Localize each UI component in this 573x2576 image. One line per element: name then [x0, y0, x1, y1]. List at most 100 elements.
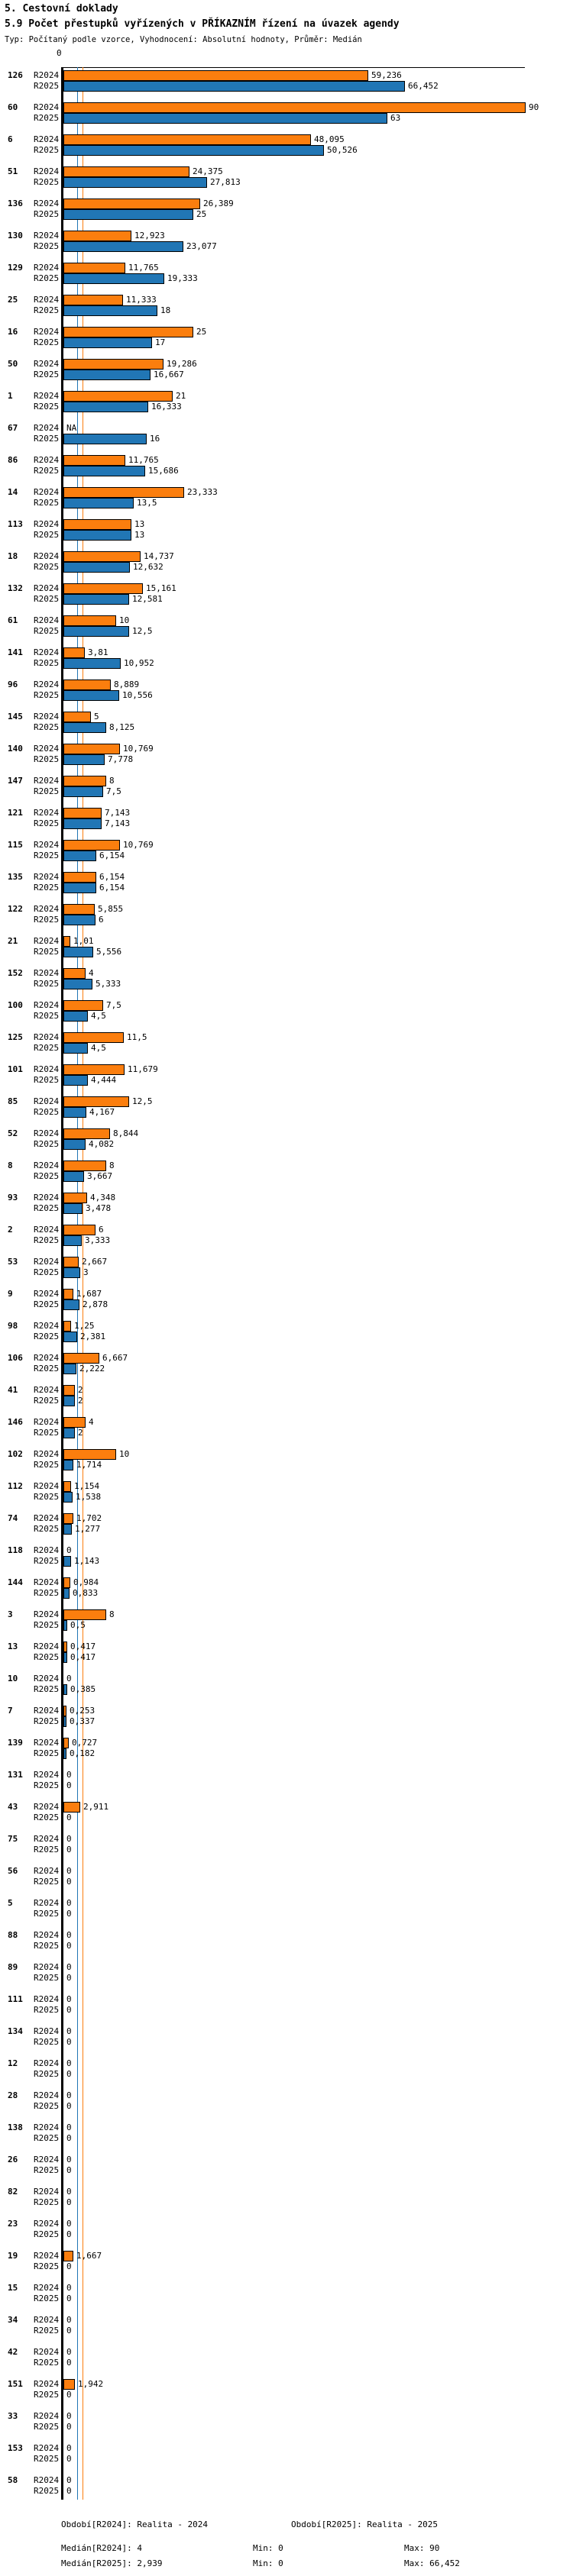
series-label: R2025 [34, 1492, 60, 1502]
value-label: 0 [66, 2422, 72, 2432]
bar-r2024 [63, 359, 163, 370]
bar-row-r2024: 34 R2024 0 [0, 2315, 573, 2326]
series-label: R2025 [34, 1556, 60, 1566]
bar-group: 118 R2024 0 R2025 1,143 [0, 1545, 573, 1577]
series-label: R2025 [34, 754, 60, 764]
bar-r2024 [63, 1417, 86, 1428]
group-number: 96 [8, 680, 18, 689]
group-number: 144 [8, 1577, 23, 1587]
bar-group: 129 R2024 11,765 R2025 19,333 [0, 263, 573, 295]
bar-r2025 [63, 818, 102, 829]
group-number: 61 [8, 615, 18, 625]
bar-row-r2025: R2025 3 [0, 1267, 573, 1278]
bar-row-r2025: R2025 23,077 [0, 241, 573, 252]
bar-group: 144 R2024 0,984 R2025 0,833 [0, 1577, 573, 1609]
series-label: R2024 [34, 295, 60, 305]
group-number: 151 [8, 2379, 23, 2389]
bar-row-r2025: R2025 5,333 [0, 979, 573, 989]
series-label: R2025 [34, 915, 60, 925]
bar-r2024 [63, 134, 311, 145]
series-label: R2024 [34, 808, 60, 818]
series-label: R2024 [34, 1770, 60, 1780]
series-label: R2025 [34, 1716, 60, 1726]
series-label: R2024 [34, 327, 60, 337]
bar-r2024 [63, 1385, 75, 1396]
group-number: 8 [8, 1160, 13, 1170]
period-r2024-label: Období[R2024]: Realita - 2024 [61, 2520, 209, 2529]
bar-row-r2025: R2025 0 [0, 2358, 573, 2368]
bar-group: 125 R2024 11,5 R2025 4,5 [0, 1032, 573, 1064]
bar-group: 33 R2024 0 R2025 0 [0, 2411, 573, 2443]
bar-row-r2025: R2025 2,878 [0, 1299, 573, 1310]
value-label: 3 [83, 1267, 89, 1277]
bar-row-r2024: 75 R2024 0 [0, 1834, 573, 1845]
bar-row-r2025: R2025 2,381 [0, 1332, 573, 1342]
bar-row-r2024: 33 R2024 0 [0, 2411, 573, 2422]
bar-group: 28 R2024 0 R2025 0 [0, 2090, 573, 2122]
bar-r2025 [63, 209, 193, 220]
series-label: R2024 [34, 936, 60, 946]
group-number: 89 [8, 1962, 18, 1972]
group-number: 122 [8, 904, 23, 914]
series-label: R2024 [34, 1449, 60, 1459]
value-label: 2,667 [82, 1257, 108, 1267]
bar-row-r2024: 122 R2024 5,855 [0, 904, 573, 915]
series-label: R2025 [34, 530, 60, 540]
series-label: R2025 [34, 305, 60, 315]
series-label: R2024 [34, 391, 60, 401]
bar-row-r2024: 19 R2024 1,667 [0, 2251, 573, 2261]
group-number: 34 [8, 2315, 18, 2325]
bar-r2025 [63, 786, 103, 797]
value-label: 1,667 [76, 2251, 102, 2261]
bar-row-r2025: R2025 0 [0, 1941, 573, 1951]
bar-r2024 [63, 1128, 110, 1139]
series-label: R2024 [34, 2283, 60, 2293]
bar-group: 34 R2024 0 R2025 0 [0, 2315, 573, 2347]
series-label: R2025 [34, 145, 60, 155]
value-label: 0 [66, 1674, 72, 1683]
bar-r2024 [63, 647, 85, 658]
bar-row-r2024: 101 R2024 11,679 [0, 1064, 573, 1075]
bar-r2024 [63, 1289, 73, 1299]
bar-row-r2024: 121 R2024 7,143 [0, 808, 573, 818]
bar-row-r2024: 51 R2024 24,375 [0, 166, 573, 177]
series-label: R2024 [34, 1289, 60, 1299]
value-label: 1,942 [78, 2379, 104, 2389]
bar-r2025 [63, 722, 106, 733]
bar-row-r2025: R2025 12,581 [0, 594, 573, 605]
bar-r2025 [63, 145, 324, 156]
series-label: R2025 [34, 2326, 60, 2336]
value-label: 2 [78, 1396, 83, 1406]
bar-r2025 [63, 81, 405, 92]
value-label: 0,385 [70, 1684, 96, 1694]
value-label: 1,538 [76, 1492, 102, 1502]
group-number: 129 [8, 263, 23, 273]
value-label: 6 [99, 1225, 104, 1235]
bar-r2024 [63, 519, 131, 530]
series-label: R2025 [34, 1396, 60, 1406]
bar-r2024 [63, 904, 95, 915]
series-label: R2025 [34, 1973, 60, 1983]
group-number: 134 [8, 2026, 23, 2036]
bar-r2024 [63, 583, 143, 594]
bar-row-r2025: R2025 16 [0, 434, 573, 444]
group-number: 25 [8, 295, 18, 305]
series-label: R2025 [34, 1909, 60, 1919]
value-label: 14,737 [144, 551, 174, 561]
bar-r2025 [63, 1620, 67, 1631]
bar-row-r2024: 25 R2024 11,333 [0, 295, 573, 305]
group-number: 53 [8, 1257, 18, 1267]
group-number: 23 [8, 2219, 18, 2229]
bar-row-r2024: 8 R2024 8 [0, 1160, 573, 1171]
bar-r2025 [63, 498, 134, 508]
bar-r2024 [63, 1160, 106, 1171]
series-label: R2025 [34, 2229, 60, 2239]
bar-r2025 [63, 1332, 77, 1342]
value-label: 0 [66, 1866, 72, 1876]
series-label: R2024 [34, 487, 60, 497]
value-label: 1,25 [74, 1321, 95, 1331]
value-label: 8 [109, 1609, 115, 1619]
bar-group: 75 R2024 0 R2025 0 [0, 1834, 573, 1866]
bar-row-r2024: 140 R2024 10,769 [0, 744, 573, 754]
series-label: R2024 [34, 904, 60, 914]
